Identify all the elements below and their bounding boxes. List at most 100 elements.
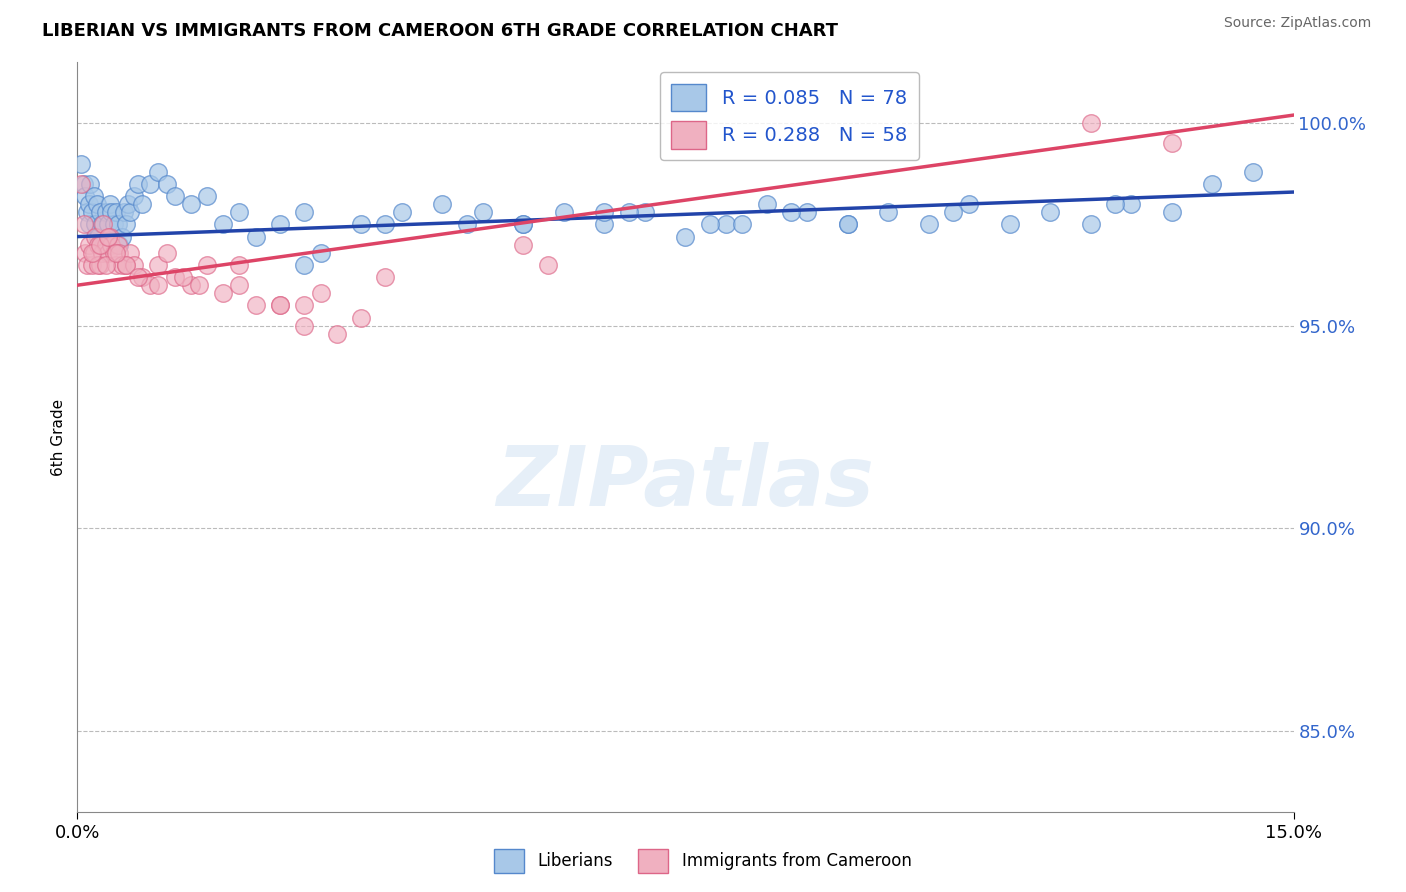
Point [83, 189, 105, 203]
Point [97, 245, 120, 260]
Point [432, 197, 454, 211]
Point [350, 218, 373, 232]
Point [998, 218, 1021, 232]
Point [155, 177, 177, 191]
Point [84, 218, 107, 232]
Point [180, 197, 202, 211]
Point [195, 258, 218, 272]
Point [269, 298, 291, 312]
Point [87, 229, 110, 244]
Point [107, 237, 129, 252]
Point [374, 270, 396, 285]
Text: ZIPatlas: ZIPatlas [496, 442, 875, 523]
Point [107, 218, 129, 232]
Point [1080, 218, 1102, 232]
Point [115, 218, 138, 232]
Point [105, 205, 128, 219]
Y-axis label: 6th Grade: 6th Grade [51, 399, 66, 475]
Point [593, 218, 616, 232]
Point [94, 258, 117, 272]
Point [108, 237, 131, 252]
Point [837, 218, 859, 232]
Point [122, 258, 145, 272]
Point [127, 177, 149, 191]
Point [105, 245, 128, 260]
Point [1121, 197, 1143, 211]
Point [163, 270, 186, 285]
Point [617, 205, 640, 219]
Point [877, 205, 900, 219]
Point [90, 218, 112, 232]
Point [131, 270, 153, 285]
Point [269, 218, 291, 232]
Point [755, 197, 778, 211]
Point [148, 258, 170, 272]
Point [957, 197, 980, 211]
Point [79, 237, 101, 252]
Point [188, 278, 211, 293]
Point [76, 258, 98, 272]
Point [512, 218, 534, 232]
Point [115, 258, 138, 272]
Point [731, 218, 754, 232]
Point [70, 157, 93, 171]
Point [84, 229, 107, 244]
Point [91, 218, 114, 232]
Point [1161, 205, 1184, 219]
Point [100, 237, 122, 252]
Point [1241, 165, 1264, 179]
Point [100, 205, 122, 219]
Point [228, 205, 250, 219]
Point [77, 197, 100, 211]
Point [593, 205, 616, 219]
Point [111, 258, 134, 272]
Point [79, 218, 101, 232]
Point [292, 205, 315, 219]
Point [180, 278, 202, 293]
Point [512, 237, 534, 252]
Point [79, 177, 101, 191]
Point [918, 218, 941, 232]
Point [98, 229, 121, 244]
Point [714, 218, 737, 232]
Legend: R = 0.085   N = 78, R = 0.288   N = 58: R = 0.085 N = 78, R = 0.288 N = 58 [659, 72, 920, 161]
Point [228, 258, 250, 272]
Point [73, 218, 96, 232]
Point [89, 258, 111, 272]
Point [80, 205, 103, 219]
Point [245, 229, 267, 244]
Point [139, 177, 162, 191]
Text: LIBERIAN VS IMMIGRANTS FROM CAMEROON 6TH GRADE CORRELATION CHART: LIBERIAN VS IMMIGRANTS FROM CAMEROON 6TH… [42, 22, 838, 40]
Point [1201, 177, 1223, 191]
Point [89, 205, 111, 219]
Point [131, 197, 153, 211]
Point [292, 298, 315, 312]
Point [471, 205, 494, 219]
Point [105, 258, 128, 272]
Point [103, 245, 125, 260]
Point [675, 229, 697, 244]
Point [103, 218, 125, 232]
Point [76, 205, 98, 219]
Point [83, 245, 105, 260]
Point [634, 205, 657, 219]
Point [94, 237, 117, 252]
Point [148, 278, 170, 293]
Point [98, 197, 121, 211]
Point [118, 245, 141, 260]
Point [80, 245, 103, 260]
Point [212, 286, 235, 301]
Point [699, 218, 721, 232]
Point [245, 298, 267, 312]
Point [139, 278, 162, 293]
Point [292, 258, 315, 272]
Point [374, 218, 396, 232]
Point [172, 270, 194, 285]
Point [779, 205, 801, 219]
Point [148, 165, 170, 179]
Point [97, 229, 120, 244]
Point [512, 218, 534, 232]
Point [108, 245, 131, 260]
Point [86, 197, 108, 211]
Point [118, 205, 141, 219]
